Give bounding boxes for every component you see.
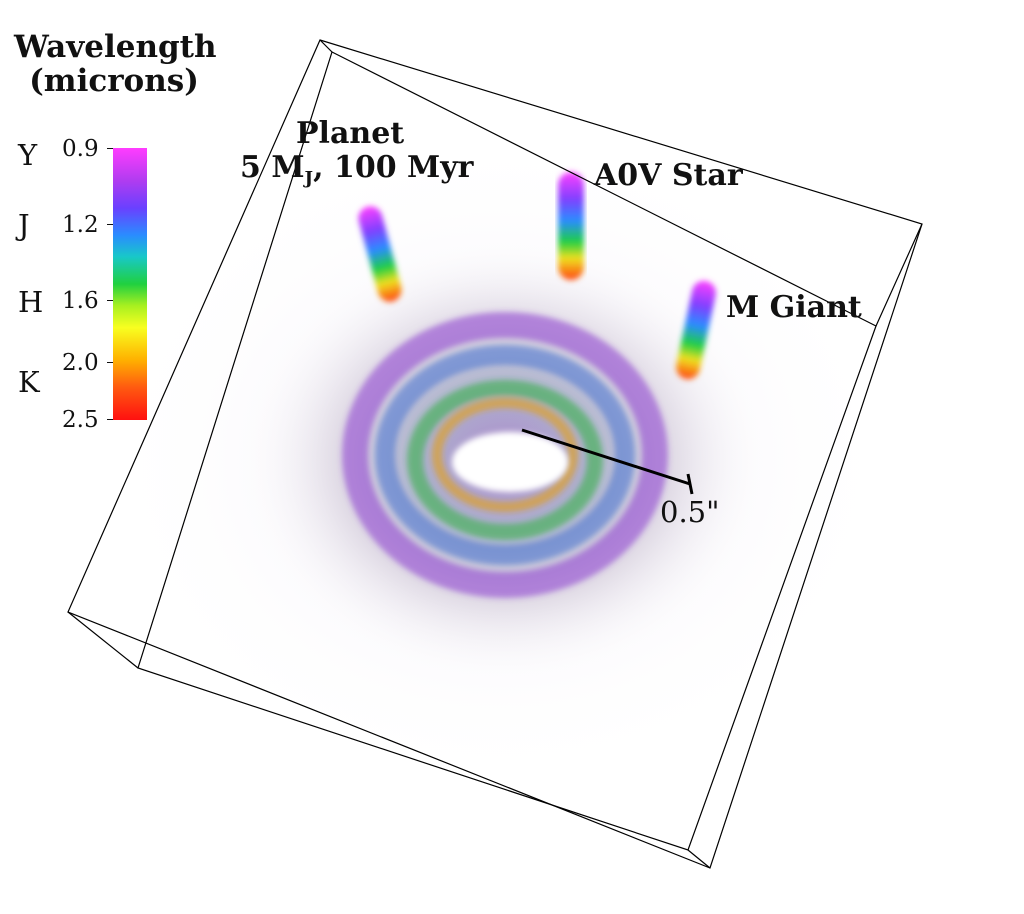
legend-title-line2: (microns) <box>29 63 199 100</box>
planet-mass-unit-sub: J <box>304 168 314 189</box>
band-label-y: Y <box>18 138 38 172</box>
scale-bar-label: 0.5" <box>660 495 720 529</box>
wavelength-tick-0.9: 0.9 <box>62 136 99 162</box>
planet-age: , 100 Myr <box>313 150 474 185</box>
cube-edges <box>67 39 923 869</box>
planet-sublabel: 5 MJ, 100 Myr <box>240 150 473 189</box>
colorbar-tick-mark <box>107 224 113 225</box>
colorbar-tick-mark <box>107 419 113 420</box>
wavelength-tick-1.6: 1.6 <box>62 288 99 314</box>
planet-track <box>358 206 402 302</box>
speckle-ring <box>342 312 668 598</box>
planet-mass-prefix: 5 M <box>240 150 305 185</box>
wavelength-tick-2.0: 2.0 <box>62 350 99 376</box>
giant-track <box>676 280 716 380</box>
scale-bar <box>521 428 694 495</box>
planet-label: Planet <box>296 116 405 151</box>
saturated-core <box>452 432 568 492</box>
colorbar-tick-mark <box>107 300 113 301</box>
wavelength-tick-1.2: 1.2 <box>62 212 99 238</box>
band-label-k: K <box>18 365 40 399</box>
colorbar-tick-mark <box>107 148 113 149</box>
star-label: A0V Star <box>594 158 743 193</box>
colorbar-tick-mark <box>107 362 113 363</box>
giant-label: M Giant <box>726 290 862 325</box>
wavelength-colorbar <box>107 148 147 420</box>
legend-title: Wavelength (microns) <box>14 29 217 100</box>
band-label-h: H <box>18 285 44 319</box>
band-label-j: J <box>18 208 30 242</box>
legend-title-line1: Wavelength <box>14 29 217 65</box>
star-track <box>558 172 584 280</box>
wavelength-tick-2.5: 2.5 <box>62 407 99 433</box>
